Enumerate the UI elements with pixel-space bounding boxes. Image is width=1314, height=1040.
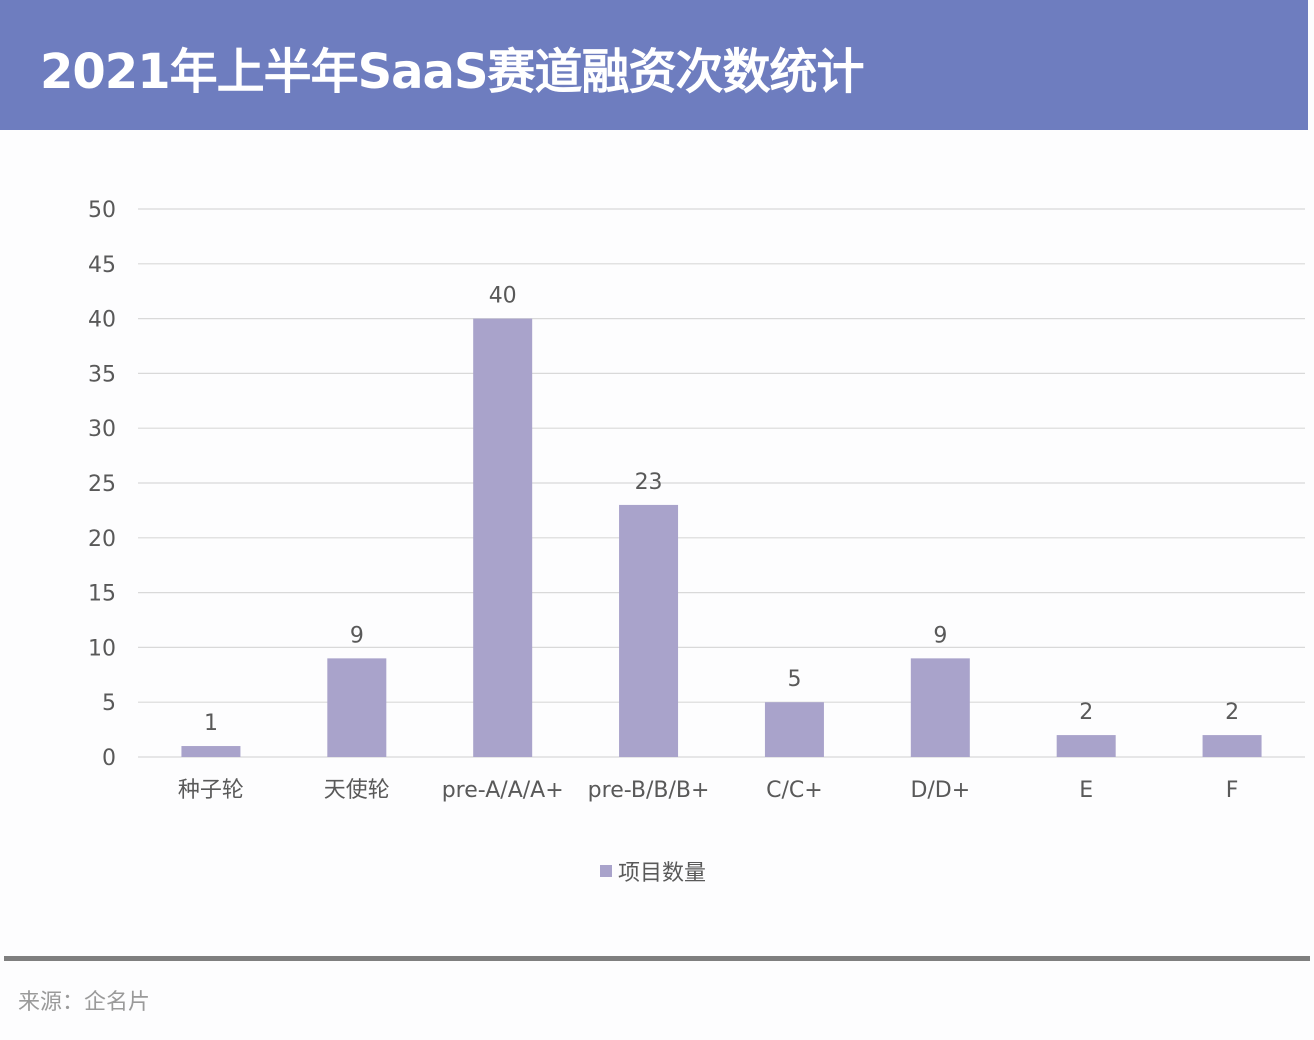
y-tick-label-0: 0 [102, 746, 116, 771]
y-tick-label-50: 50 [88, 198, 116, 223]
data-label-7: 2 [1225, 700, 1239, 725]
data-label-1: 9 [350, 623, 364, 648]
x-tick-label-1: 天使轮 [324, 778, 390, 803]
legend-swatch [600, 865, 612, 877]
legend-label: 项目数量 [618, 861, 707, 886]
x-tick-label-7: F [1226, 778, 1239, 803]
y-tick-label-35: 35 [88, 362, 116, 387]
x-tick-label-2: pre-A/A/A+ [442, 778, 564, 803]
data-label-2: 40 [489, 284, 517, 309]
y-tick-label-40: 40 [88, 308, 116, 333]
source-note: 来源：企名片 [18, 990, 151, 1015]
y-tick-label-15: 15 [88, 582, 116, 607]
y-tick-label-5: 5 [102, 691, 116, 716]
y-tick-label-10: 10 [88, 636, 116, 661]
y-tick-label-30: 30 [88, 417, 116, 442]
x-tick-label-6: E [1079, 778, 1093, 803]
data-label-4: 5 [787, 667, 801, 692]
data-label-3: 23 [635, 470, 663, 495]
bar-5 [910, 658, 970, 757]
bar-4 [764, 702, 824, 757]
data-label-6: 2 [1079, 700, 1093, 725]
bar-0 [181, 746, 241, 757]
chart-legend: 项目数量 [600, 856, 706, 886]
title-banner: 2021年上半年SaaS赛道融资次数统计 [0, 0, 1308, 130]
bar-3 [619, 504, 679, 757]
bar-chart: 051015202530354045501种子轮9天使轮40pre-A/A/A+… [88, 198, 1305, 803]
bar-2 [473, 318, 533, 757]
x-tick-label-0: 种子轮 [178, 778, 244, 803]
y-tick-label-20: 20 [88, 527, 116, 552]
y-tick-label-45: 45 [88, 253, 116, 278]
page-title: 2021年上半年SaaS赛道融资次数统计 [40, 44, 865, 100]
x-tick-label-3: pre-B/B/B+ [588, 778, 710, 803]
bar-1 [327, 658, 387, 757]
footer-divider [4, 956, 1310, 961]
data-label-0: 1 [204, 711, 218, 736]
data-label-5: 9 [933, 623, 947, 648]
bar-7 [1202, 735, 1262, 757]
y-tick-label-25: 25 [88, 472, 116, 497]
bar-6 [1056, 735, 1116, 757]
x-tick-label-5: D/D+ [910, 778, 970, 803]
x-tick-label-4: C/C+ [766, 778, 823, 803]
